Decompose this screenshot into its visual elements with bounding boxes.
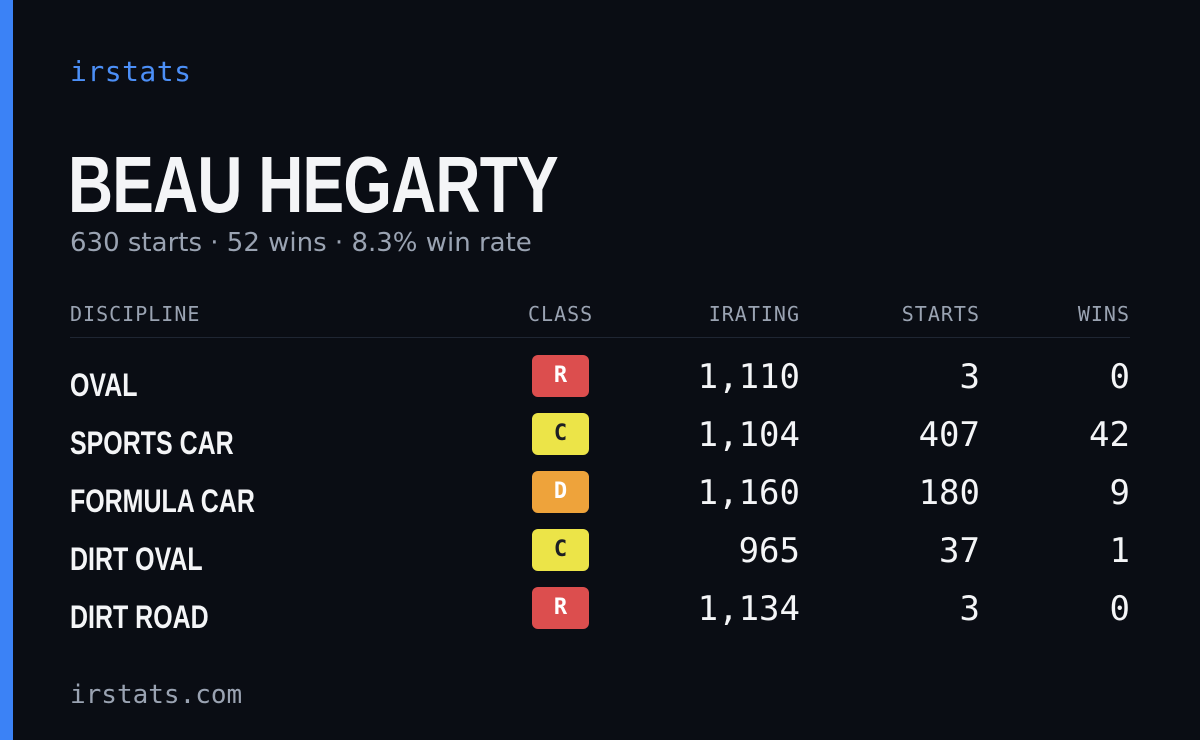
footer-url[interactable]: irstats.com [70, 680, 243, 710]
accent-bar [0, 0, 13, 740]
wins-cell: 0 [1109, 357, 1130, 397]
header-class: CLASS [528, 302, 594, 326]
class-badge: R [532, 587, 589, 629]
starts-cell: 3 [959, 357, 980, 397]
starts-cell: 180 [918, 473, 980, 513]
class-badge: D [532, 471, 589, 513]
table-body: OVAL R 1,110 3 0 SPORTS CAR C 1,104 407 … [70, 355, 1130, 645]
class-badge: R [532, 355, 589, 397]
irating-cell: 1,160 [697, 473, 800, 513]
class-badge: C [532, 529, 589, 571]
discipline-cell: FORMULA CAR [70, 483, 255, 519]
table-row: OVAL R 1,110 3 0 [70, 355, 1130, 413]
irating-cell: 1,134 [697, 589, 800, 629]
discipline-cell: DIRT ROAD [70, 599, 209, 635]
wins-cell: 9 [1109, 473, 1130, 513]
header-irating: IRATING [708, 302, 800, 326]
class-badge: C [532, 413, 589, 455]
table-header: DISCIPLINE CLASS IRATING STARTS WINS [70, 300, 1130, 338]
brand-logo[interactable]: irstats [70, 55, 192, 88]
table-row: SPORTS CAR C 1,104 407 42 [70, 413, 1130, 471]
table-row: FORMULA CAR D 1,160 180 9 [70, 471, 1130, 529]
stats-table: DISCIPLINE CLASS IRATING STARTS WINS OVA… [70, 300, 1130, 645]
driver-name: BEAU HEGARTY [68, 140, 559, 229]
header-wins: WINS [1077, 302, 1130, 326]
irating-cell: 1,104 [697, 415, 800, 455]
starts-cell: 3 [959, 589, 980, 629]
starts-cell: 37 [939, 531, 980, 571]
header-starts: STARTS [901, 302, 980, 326]
discipline-cell: SPORTS CAR [70, 425, 234, 461]
driver-summary: 630 starts · 52 wins · 8.3% win rate [70, 228, 532, 258]
discipline-cell: DIRT OVAL [70, 541, 203, 577]
discipline-cell: OVAL [70, 367, 138, 403]
wins-cell: 0 [1109, 589, 1130, 629]
table-row: DIRT ROAD R 1,134 3 0 [70, 587, 1130, 645]
header-discipline: DISCIPLINE [70, 302, 201, 326]
irating-cell: 1,110 [697, 357, 800, 397]
wins-cell: 1 [1109, 531, 1130, 571]
irating-cell: 965 [738, 531, 800, 571]
table-row: DIRT OVAL C 965 37 1 [70, 529, 1130, 587]
wins-cell: 42 [1089, 415, 1130, 455]
starts-cell: 407 [918, 415, 980, 455]
